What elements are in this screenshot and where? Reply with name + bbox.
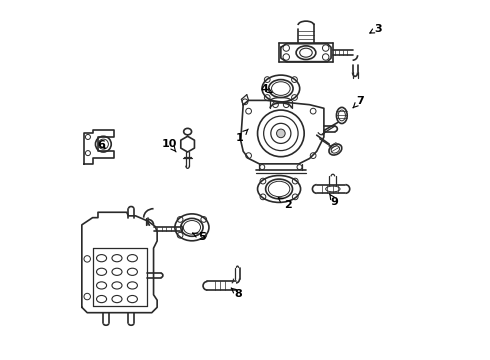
Text: 4: 4 [261, 84, 272, 94]
Text: 1: 1 [236, 129, 248, 143]
Text: 3: 3 [370, 24, 382, 34]
Text: 6: 6 [98, 140, 105, 150]
Text: 7: 7 [353, 96, 364, 108]
Text: 8: 8 [231, 288, 242, 299]
Text: 9: 9 [329, 194, 339, 207]
Text: 5: 5 [193, 232, 206, 242]
Text: 2: 2 [278, 198, 292, 210]
Circle shape [276, 129, 285, 138]
Text: 10: 10 [162, 139, 177, 152]
